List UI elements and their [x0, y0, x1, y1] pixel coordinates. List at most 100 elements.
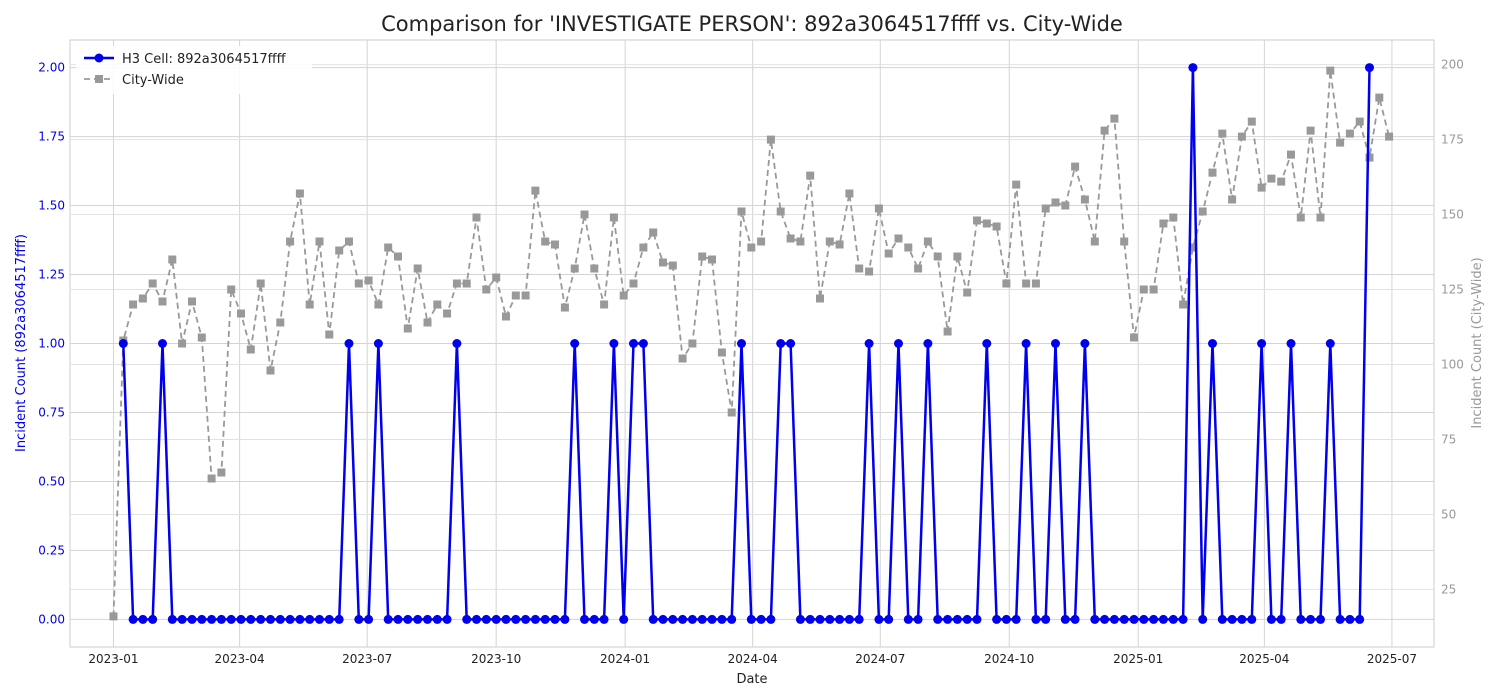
point-citywide [305, 300, 314, 309]
point-citywide [276, 318, 285, 327]
y-right-tick-label: 25 [1441, 582, 1456, 596]
point-citywide [511, 291, 520, 300]
point-citywide [443, 309, 452, 318]
point-local [1198, 614, 1208, 624]
point-citywide [914, 264, 923, 273]
point-local [737, 339, 746, 348]
point-local [992, 614, 1002, 624]
point-local [1365, 63, 1374, 73]
point-citywide [639, 243, 648, 252]
point-local [903, 614, 913, 624]
point-citywide [570, 264, 579, 273]
point-citywide [1179, 300, 1188, 309]
x-axis: 2023-01 2023-04 2023-07 2023-10 2024-01 2024-… [88, 652, 1417, 666]
point-local [1208, 339, 1217, 348]
point-local [962, 614, 972, 624]
y-right-tick-label: 150 [1441, 208, 1464, 222]
point-citywide [1277, 177, 1286, 186]
y-right-tick-label: 100 [1441, 357, 1464, 371]
point-local [884, 614, 894, 624]
point-citywide [659, 258, 667, 267]
point-local [776, 339, 786, 348]
point-local [1041, 614, 1051, 624]
point-local [570, 339, 580, 348]
legend-label-local: H3 Cell: 892a3064517ffff [122, 52, 287, 67]
point-citywide [747, 243, 756, 252]
point-local [393, 614, 403, 624]
point-citywide [394, 252, 402, 261]
point-citywide [1336, 138, 1345, 147]
y-axis-left-label: Incident Count (892a3064517ffff) [14, 234, 29, 452]
point-local [864, 339, 874, 348]
point-citywide [796, 237, 805, 246]
point-local [1051, 339, 1060, 348]
point-citywide [531, 186, 540, 195]
point-citywide [649, 228, 658, 237]
point-citywide [1345, 129, 1354, 138]
point-citywide [727, 408, 736, 417]
point-local [943, 614, 953, 624]
point-local [403, 614, 413, 624]
point-local [226, 614, 236, 624]
point-local [1217, 614, 1227, 624]
point-citywide [825, 237, 834, 246]
x-tick-label: 2024-10 [984, 652, 1034, 666]
point-citywide [246, 345, 255, 354]
x-tick-label: 2023-10 [471, 652, 521, 666]
point-local [648, 614, 658, 624]
point-citywide [1061, 201, 1070, 210]
point-local [364, 614, 374, 624]
legend-box [76, 46, 312, 94]
point-local [766, 614, 776, 624]
x-tick-label: 2023-01 [88, 652, 138, 666]
point-citywide [462, 279, 471, 288]
point-local [825, 614, 835, 624]
point-local [344, 339, 354, 348]
point-citywide [953, 252, 962, 261]
point-local [354, 614, 364, 624]
y-left-tick-label: 0.25 [38, 543, 65, 557]
point-citywide [982, 219, 991, 228]
point-citywide [423, 318, 432, 327]
point-citywide [688, 339, 697, 348]
point-local [432, 614, 442, 624]
y-right-tick-label: 50 [1441, 507, 1456, 521]
point-local [952, 614, 962, 624]
point-local [795, 614, 805, 624]
point-citywide [1198, 207, 1207, 216]
point-citywide [904, 243, 913, 252]
y-right-tick-label: 75 [1441, 432, 1456, 446]
point-citywide [590, 264, 599, 273]
point-local [246, 614, 256, 624]
point-citywide [1071, 162, 1080, 171]
point-local [933, 614, 943, 624]
point-local [1139, 614, 1149, 624]
point-citywide [619, 291, 628, 300]
y-left-tick-label: 1.25 [38, 268, 65, 282]
point-citywide [776, 207, 785, 216]
point-local [1266, 614, 1276, 624]
point-citywide [345, 237, 353, 246]
y-right-tick-label: 200 [1441, 58, 1464, 72]
point-citywide [364, 276, 373, 285]
point-local [413, 614, 423, 624]
point-local [805, 614, 815, 624]
point-citywide [1080, 195, 1089, 204]
point-local [521, 614, 531, 624]
point-citywide [1326, 66, 1335, 75]
point-citywide [1169, 213, 1178, 222]
point-local [1158, 614, 1168, 624]
point-citywide [963, 288, 972, 297]
point-local [1355, 614, 1365, 624]
point-citywide [1385, 132, 1394, 141]
point-citywide [168, 255, 177, 264]
point-citywide [737, 207, 746, 216]
point-citywide [521, 291, 530, 300]
point-local [1001, 614, 1011, 624]
point-citywide [551, 240, 559, 249]
point-citywide [678, 354, 687, 363]
point-citywide [237, 309, 245, 318]
point-local [697, 614, 707, 624]
point-local [442, 614, 452, 624]
point-citywide [1228, 195, 1237, 204]
